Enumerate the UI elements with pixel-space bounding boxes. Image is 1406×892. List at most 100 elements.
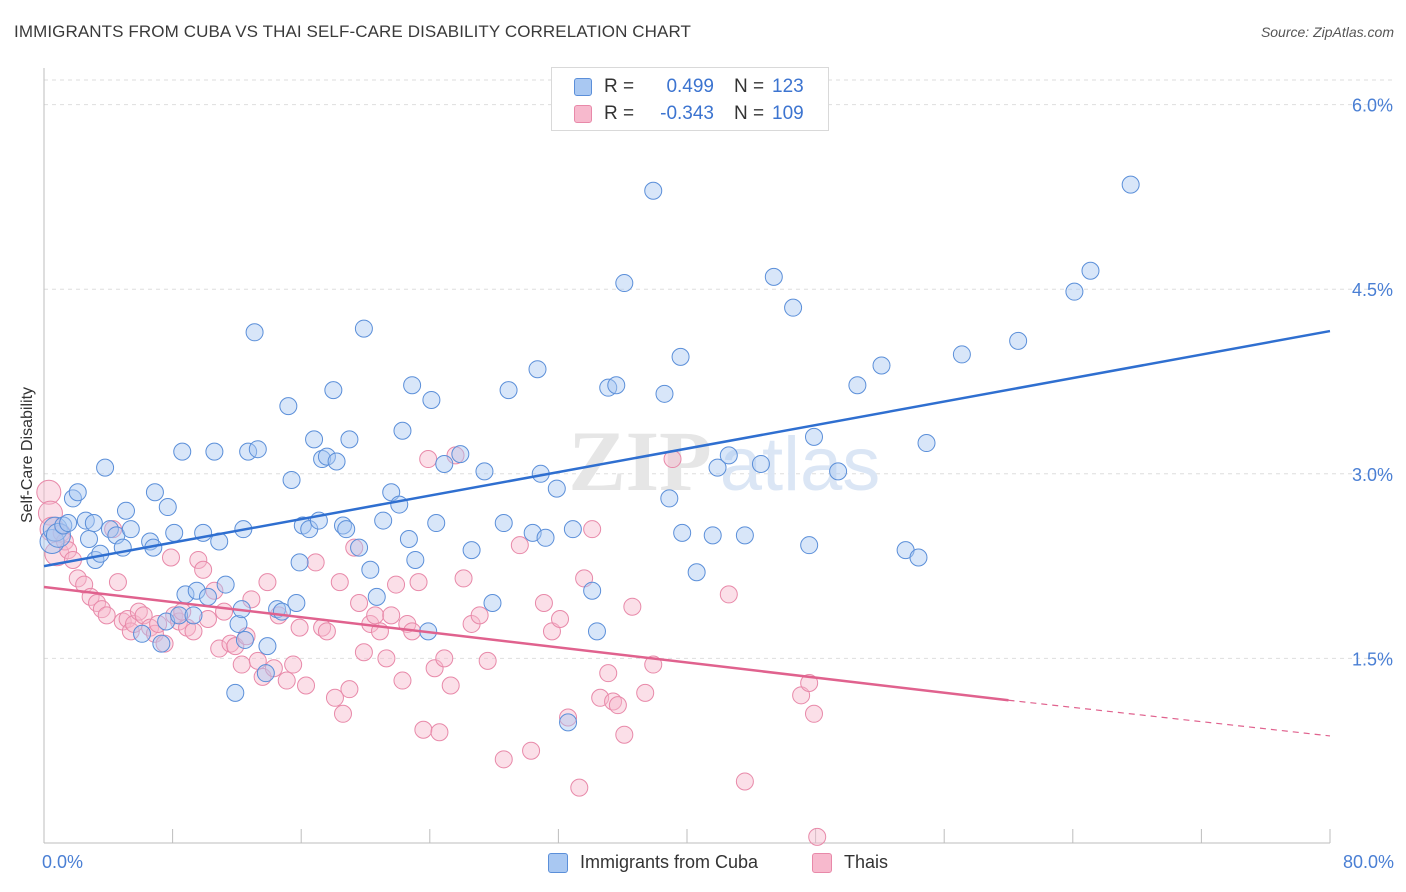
cuba-point <box>703 526 722 545</box>
cuba-point <box>784 298 803 317</box>
thais-point <box>551 610 570 629</box>
series-legend-swatch-thais <box>812 852 832 873</box>
watermark-atlas: atlas <box>720 422 881 507</box>
cuba-point <box>248 440 267 459</box>
thais-point <box>198 610 217 629</box>
thais-point <box>242 590 261 609</box>
series-legend-thais[interactable]: Thais <box>812 852 888 873</box>
y-tick-label: 4.5% <box>1352 280 1393 300</box>
cuba-point <box>317 447 336 466</box>
cuba-point <box>63 489 82 508</box>
thais-point <box>808 827 827 846</box>
thais-point <box>184 622 203 641</box>
legend-n-value: 109 <box>772 103 804 124</box>
legend-swatch-cuba <box>574 78 592 96</box>
cuba-point <box>406 550 425 569</box>
cuba-point <box>719 446 738 465</box>
cuba-point <box>184 606 203 625</box>
y-tick-labels: 1.5% 3.0% 4.5% 6.0% <box>1352 96 1393 670</box>
cuba-point <box>607 376 626 395</box>
cuba-point <box>1121 175 1140 194</box>
thais-point <box>325 688 344 707</box>
cuba-point <box>872 356 891 375</box>
cuba-point <box>583 581 602 600</box>
thais-point <box>232 655 251 674</box>
cuba-point <box>170 606 189 625</box>
thais-point <box>306 553 325 572</box>
thais-point <box>454 569 473 588</box>
cuba-point <box>282 470 301 489</box>
thais-point <box>623 597 642 616</box>
cuba-point <box>313 450 332 469</box>
cuba-point <box>660 489 679 508</box>
series-legend-label-thais: Thais <box>844 852 889 872</box>
thais-point <box>425 659 444 678</box>
thais-point <box>804 704 823 723</box>
cuba-trend-line <box>43 329 1331 568</box>
cuba-point <box>671 347 690 366</box>
cuba-point <box>615 274 634 293</box>
legend-r-label: R = <box>604 76 635 97</box>
cuba-point <box>198 587 217 606</box>
series-legend-swatch-cuba <box>548 852 568 873</box>
thais-point <box>88 594 107 613</box>
thais-point <box>393 671 412 690</box>
thais-point <box>290 618 309 637</box>
cuba-point <box>187 581 206 600</box>
cuba-point <box>374 511 393 530</box>
cuba-point <box>367 587 386 606</box>
cuba-point <box>116 501 135 520</box>
cuba-point <box>536 528 555 547</box>
series-legend-cuba[interactable]: Immigrants from Cuba <box>548 852 758 873</box>
cuba-point <box>399 530 418 549</box>
thais-point <box>194 560 213 579</box>
chart-title: IMMIGRANTS FROM CUBA VS THAI SELF-CARE D… <box>14 22 692 41</box>
thais-point <box>534 594 553 613</box>
cuba-point <box>559 713 578 732</box>
cuba-point <box>764 267 783 286</box>
cuba-point <box>655 384 674 403</box>
thais-point <box>435 649 454 668</box>
cuba-point <box>165 523 184 542</box>
cuba-point <box>435 454 454 473</box>
thais-point <box>354 643 373 662</box>
series-legend: Immigrants from Cuba Thais <box>0 852 1406 878</box>
cuba-point <box>279 397 298 416</box>
thais-point <box>494 750 513 769</box>
legend-swatch-thais <box>574 105 592 123</box>
cuba-point <box>256 664 275 683</box>
cuba-point <box>547 479 566 498</box>
thais-point <box>644 655 663 674</box>
cuba-point <box>158 498 177 517</box>
thais-point <box>215 602 234 621</box>
thais-point <box>735 772 754 791</box>
cuba-point <box>494 514 513 533</box>
cuba-point <box>917 434 936 453</box>
cuba-point <box>751 454 770 473</box>
thais-point <box>419 450 438 469</box>
cuba-point <box>708 458 727 477</box>
cuba-point <box>80 530 99 549</box>
cuba-point <box>687 563 706 582</box>
cuba-point <box>84 514 103 533</box>
cuba-point <box>327 452 346 471</box>
thais-point <box>570 778 589 797</box>
cuba-point <box>68 483 87 502</box>
cuba-point <box>361 560 380 579</box>
cuba-point <box>475 462 494 481</box>
thais-point <box>145 624 164 643</box>
thais-point <box>470 606 489 625</box>
correlation-legend: R = 0.499 N = 123 R = -0.343 N = 109 <box>551 67 829 131</box>
thais-point <box>510 536 529 555</box>
thais-point <box>430 723 449 742</box>
thais-point <box>97 606 116 625</box>
legend-n-value: 123 <box>772 76 804 97</box>
thais-point <box>258 573 277 592</box>
cuba-point <box>305 430 324 449</box>
thais-point <box>604 692 623 711</box>
thais-point <box>333 704 352 723</box>
cuba-point <box>121 520 140 539</box>
cuba-point <box>422 390 441 409</box>
cuba-point <box>45 522 71 548</box>
thais-trend-line <box>43 585 1009 702</box>
